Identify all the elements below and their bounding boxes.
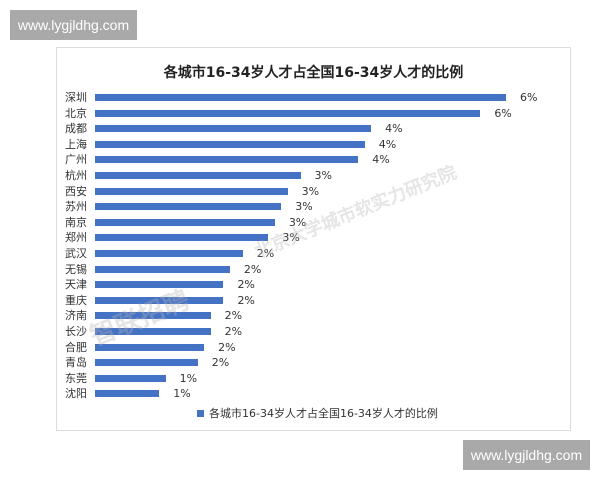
bar-row: 天津 2% <box>57 277 570 293</box>
bar <box>95 281 224 289</box>
bar <box>95 94 506 101</box>
data-label: 6% <box>520 91 538 104</box>
category-label: 广州 <box>65 153 87 167</box>
bar <box>95 296 224 304</box>
data-label: 3% <box>301 184 320 198</box>
data-label: 3% <box>295 200 313 214</box>
category-label: 杭州 <box>65 168 87 182</box>
bar <box>95 125 372 133</box>
category-label: 沈阳 <box>65 387 87 401</box>
bar <box>95 265 230 273</box>
data-label: 3% <box>314 168 332 182</box>
data-label: 3% <box>282 231 300 245</box>
bar-row: 苏州 3% <box>57 199 570 215</box>
category-label: 深圳 <box>65 91 87 104</box>
bar <box>95 203 282 211</box>
bar <box>95 343 205 351</box>
data-label: 1% <box>173 387 191 401</box>
bar-row: 东莞 1% <box>57 371 570 387</box>
bar <box>95 171 301 179</box>
bar <box>95 359 198 367</box>
category-label: 郑州 <box>65 231 87 245</box>
watermark-badge-top: www.lygjldhg.com <box>10 10 137 40</box>
chart-card: 各城市16-34岁人才占全国16-34岁人才的比例 深圳 6% 北京 6% 成都 4% 上海… <box>56 47 571 431</box>
bar-row: 合肥 2% <box>57 340 570 356</box>
bar-row: 重庆 2% <box>57 293 570 309</box>
bar-row: 上海 4% <box>57 137 570 153</box>
bar <box>95 218 275 226</box>
watermark-badge-bottom: www.lygjldhg.com <box>463 440 590 470</box>
category-label: 东莞 <box>65 371 87 385</box>
category-label: 上海 <box>65 137 87 151</box>
category-label: 无锡 <box>65 262 87 276</box>
bar-row: 西安 3% <box>57 184 570 200</box>
bar-row: 北京 6% <box>57 106 570 122</box>
bar <box>95 234 269 242</box>
bar <box>95 327 211 335</box>
bar <box>95 312 211 320</box>
data-label: 2% <box>224 324 243 338</box>
data-label: 2% <box>256 246 275 260</box>
category-label: 重庆 <box>65 293 87 307</box>
bar <box>95 374 166 382</box>
category-label: 济南 <box>65 309 87 323</box>
bar <box>95 109 481 117</box>
data-label: 2% <box>243 262 262 276</box>
legend-label: 各城市16-34岁人才占全国16-34岁人才的比例 <box>209 407 438 420</box>
category-label: 天津 <box>65 278 87 292</box>
category-label: 武汉 <box>65 246 87 260</box>
bar <box>95 140 365 148</box>
data-label: 3% <box>288 215 307 229</box>
bar-row: 无锡 2% <box>57 262 570 278</box>
bar-row: 济南 2% <box>57 308 570 324</box>
bar <box>95 249 243 257</box>
data-label: 6% <box>494 106 512 120</box>
bar-row: 青岛 2% <box>57 355 570 371</box>
category-label: 长沙 <box>65 324 87 338</box>
data-label: 2% <box>218 340 236 354</box>
data-label: 1% <box>179 371 198 385</box>
bar <box>95 156 359 164</box>
chart-title: 各城市16-34岁人才占全国16-34岁人才的比例 <box>163 65 464 81</box>
category-label: 苏州 <box>65 200 87 214</box>
category-label: 青岛 <box>65 356 87 370</box>
category-label: 北京 <box>65 106 87 120</box>
category-label: 南京 <box>65 215 87 229</box>
data-label: 4% <box>385 122 403 136</box>
category-label: 合肥 <box>65 340 87 354</box>
data-label: 2% <box>237 293 255 307</box>
bar-rows: 深圳 6% 北京 6% 成都 4% 上海 4% 广州 4% 杭州 3% 西安 3% 苏州 3% 南京 3% 郑州 3%… <box>57 90 570 402</box>
bar-row: 广州 4% <box>57 152 570 168</box>
chart-legend: 各城市16-34岁人才占全国16-34岁人才的比例 <box>197 405 438 421</box>
bar <box>95 390 160 398</box>
data-label: 4% <box>372 153 390 167</box>
category-label: 西安 <box>65 184 87 198</box>
bar-row: 长沙 2% <box>57 324 570 340</box>
bar-row: 深圳 6% <box>57 90 570 106</box>
bar-row: 郑州 3% <box>57 230 570 246</box>
bar-row: 沈阳 1% <box>57 386 570 402</box>
category-label: 成都 <box>65 122 87 136</box>
data-label: 2% <box>237 278 255 292</box>
bar <box>95 187 288 195</box>
legend-swatch-icon <box>197 409 204 417</box>
bar-row: 杭州 3% <box>57 168 570 184</box>
bar-row: 南京 3% <box>57 215 570 231</box>
data-label: 2% <box>211 356 230 370</box>
bar-row: 成都 4% <box>57 121 570 137</box>
bar-row: 武汉 2% <box>57 246 570 262</box>
data-label: 4% <box>378 137 397 151</box>
data-label: 2% <box>224 309 243 323</box>
